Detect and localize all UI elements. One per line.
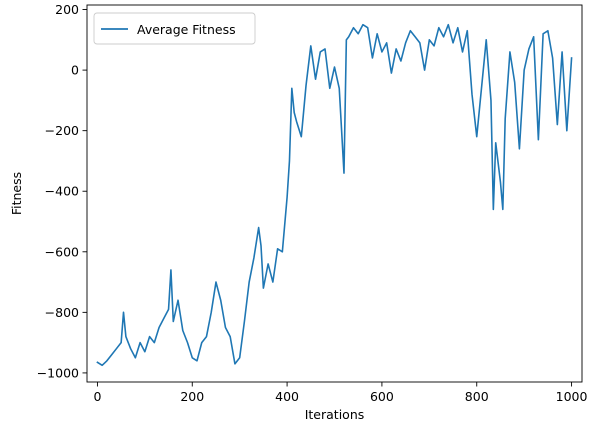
legend: Average Fitness (93, 12, 256, 45)
y-tick-label: −800 (45, 305, 79, 320)
series-layer (96, 23, 573, 367)
legend-label-average-fitness: Average Fitness (137, 22, 236, 37)
x-tick-label: 800 (465, 389, 489, 404)
x-tick-label: 400 (275, 389, 299, 404)
y-tick-label: −1000 (37, 365, 79, 380)
y-tick-label: 0 (71, 63, 79, 78)
plot-area (87, 5, 582, 382)
x-tick-label: 0 (93, 389, 101, 404)
y-tick-label: −400 (45, 184, 79, 199)
y-tick-label: −600 (45, 244, 79, 259)
y-axis-label: Fitness (9, 172, 24, 215)
series-line-0 (96, 23, 573, 367)
y-tick-label: −200 (45, 123, 79, 138)
x-axis-label: Iterations (305, 407, 365, 422)
y-tick-label: 200 (55, 2, 79, 17)
x-tick-label: 1000 (556, 389, 588, 404)
plot-frame (86, 4, 583, 383)
x-tick-label: 200 (180, 389, 204, 404)
x-tick-label: 600 (370, 389, 394, 404)
y-axis-ticks: −1000 −800 −600 −400 −200 0 200 (37, 2, 87, 380)
legend-frame (93, 12, 256, 45)
x-axis-ticks: 0 200 400 600 800 1000 (93, 382, 588, 404)
